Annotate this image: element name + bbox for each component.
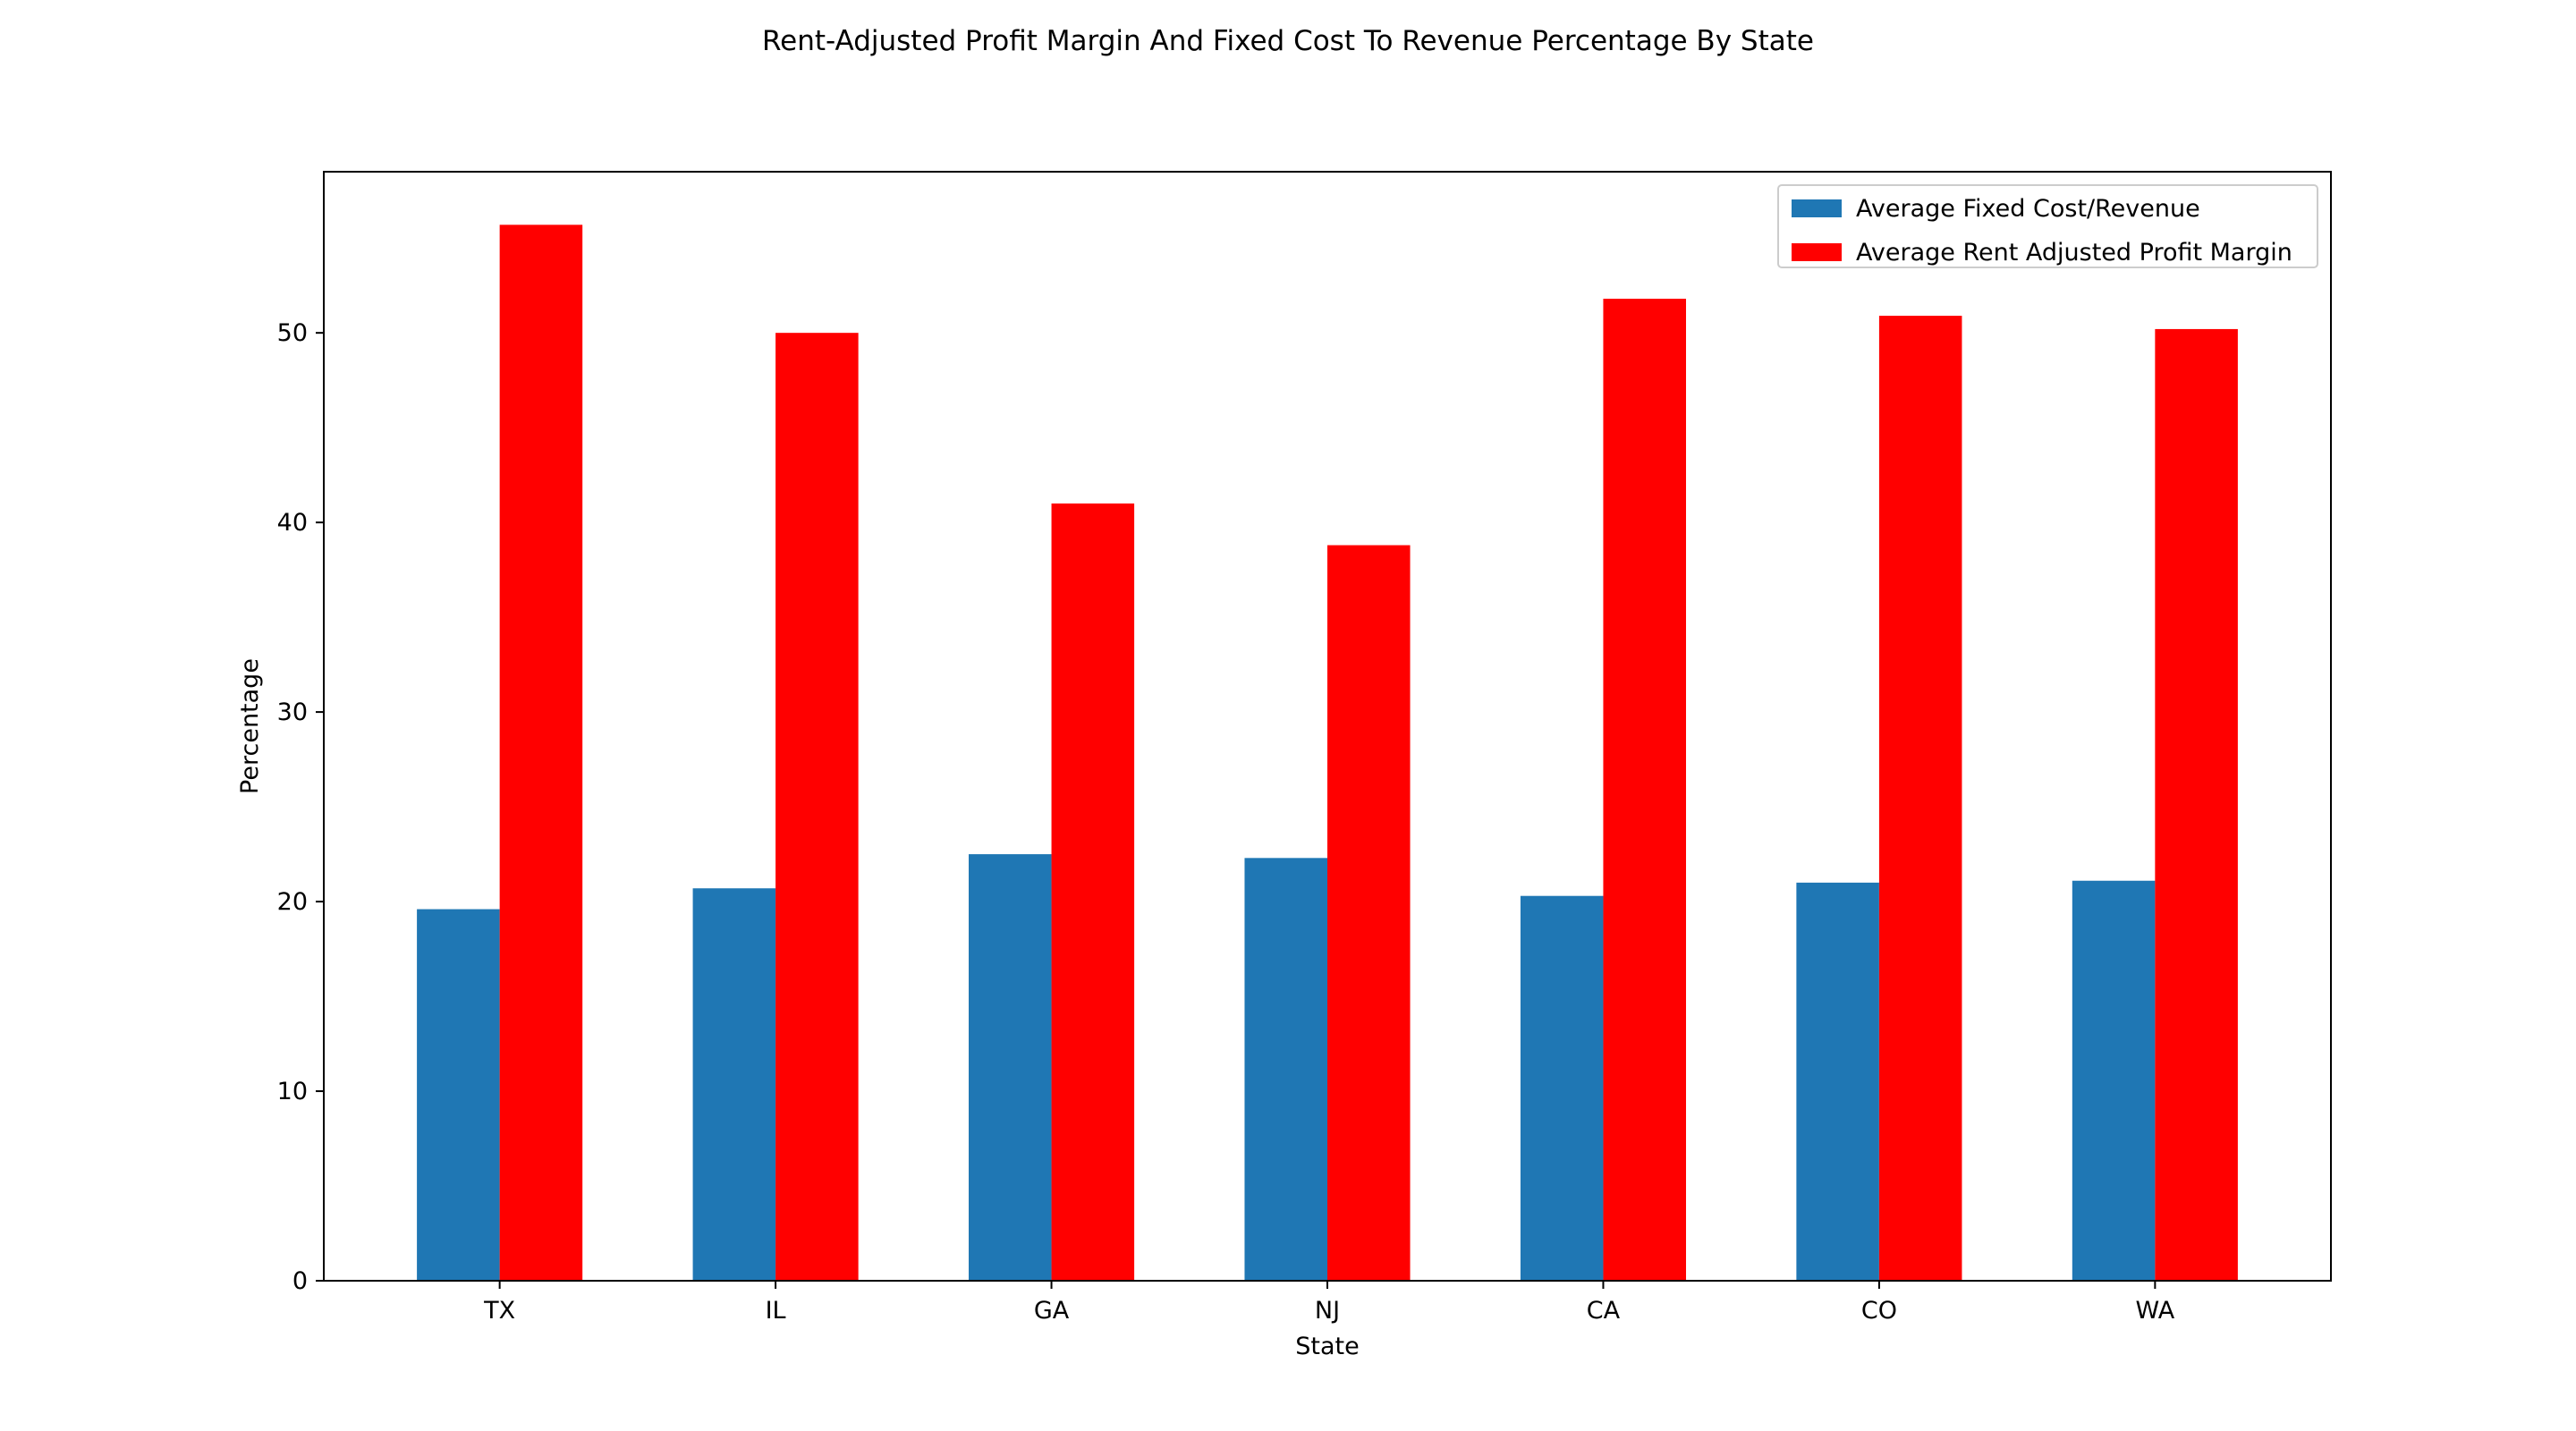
- legend: Average Fixed Cost/Revenue Average Rent A…: [1777, 184, 2318, 268]
- y-tick-label: 20: [277, 888, 308, 916]
- y-tick-label: 10: [277, 1078, 308, 1105]
- legend-label-profit-margin: Average Rent Adjusted Profit Margin: [1856, 239, 2292, 267]
- bar-profit-margin-tx: [499, 224, 583, 1282]
- y-tick-label: 0: [292, 1267, 308, 1295]
- bar-profit-margin-wa: [2155, 328, 2238, 1282]
- legend-swatch-profit-margin: [1792, 243, 1842, 261]
- bar-fixed-cost-wa: [2072, 880, 2156, 1281]
- x-tick-label-ca: CA: [1587, 1297, 1621, 1325]
- bar-fixed-cost-nj: [1244, 858, 1327, 1281]
- x-axis-ticks: TX IL GA NJ CA CO WA: [483, 1281, 2175, 1325]
- x-tick-label-ga: GA: [1034, 1297, 1070, 1325]
- x-tick-label-nj: NJ: [1315, 1297, 1340, 1325]
- legend-label-fixed-cost: Average Fixed Cost/Revenue: [1856, 195, 2200, 223]
- bar-fixed-cost-ca: [1520, 895, 1604, 1281]
- legend-swatch-fixed-cost: [1792, 199, 1842, 217]
- y-tick-label: 40: [277, 509, 308, 537]
- x-tick-label-tx: TX: [483, 1297, 515, 1325]
- legend-frame: [1777, 184, 2318, 268]
- bar-profit-margin-nj: [1327, 545, 1411, 1281]
- x-tick-label-wa: WA: [2136, 1297, 2175, 1325]
- y-tick-label: 50: [277, 319, 308, 347]
- bar-fixed-cost-il: [692, 888, 776, 1281]
- y-axis-label: Percentage: [236, 658, 264, 794]
- chart-title: Rent-Adjusted Profit Margin And Fixed Co…: [762, 25, 1814, 57]
- bar-profit-margin-ca: [1603, 299, 1686, 1281]
- bar-profit-margin-il: [775, 333, 859, 1281]
- x-axis-label: State: [1295, 1333, 1359, 1360]
- y-axis-ticks: 0 10 20 30 40 50: [277, 319, 324, 1295]
- bar-fixed-cost-co: [1796, 882, 1879, 1281]
- bar-fixed-cost-ga: [969, 854, 1052, 1281]
- x-tick-label-co: CO: [1861, 1297, 1897, 1325]
- bars-layer: [417, 224, 2238, 1282]
- x-tick-label-il: IL: [766, 1297, 786, 1325]
- y-tick-label: 30: [277, 699, 308, 726]
- bar-fixed-cost-tx: [417, 909, 500, 1281]
- bar-profit-margin-co: [1878, 316, 1962, 1282]
- bar-profit-margin-ga: [1051, 503, 1135, 1281]
